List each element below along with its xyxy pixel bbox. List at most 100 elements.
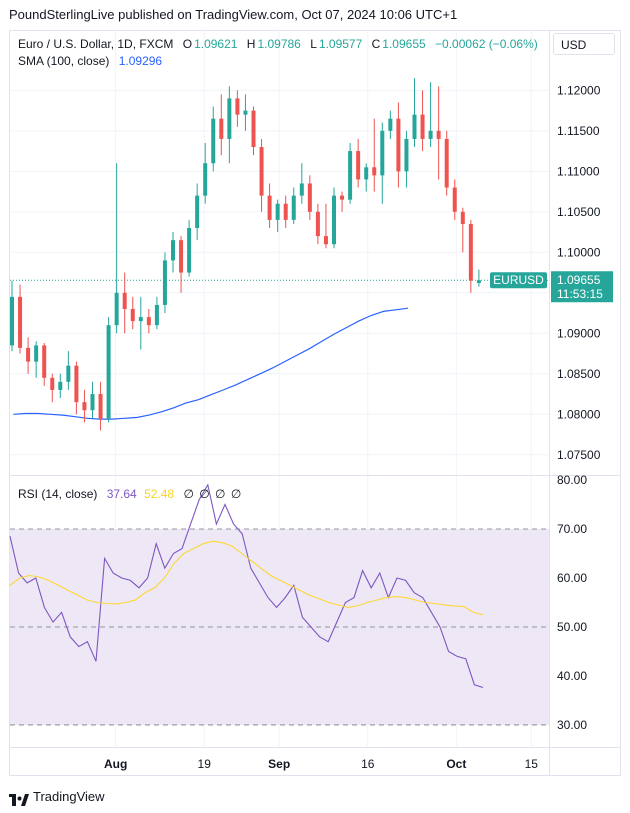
candle-body — [283, 203, 288, 220]
candle — [122, 272, 127, 334]
candle — [187, 219, 192, 277]
currency-button[interactable]: USD — [553, 33, 615, 55]
candle — [34, 341, 39, 378]
candle — [90, 381, 95, 419]
sma-line-group — [13, 307, 409, 420]
candle — [259, 138, 264, 212]
candle — [364, 163, 369, 192]
candle-body — [420, 114, 425, 139]
candle — [307, 175, 312, 220]
candles-group — [10, 78, 481, 431]
candle — [452, 179, 457, 220]
candle-body — [243, 110, 248, 115]
close-value: 1.09655 — [382, 37, 426, 51]
candle-body — [42, 345, 47, 378]
candle-body — [187, 228, 192, 273]
sma-legend: SMA (100, close) 1.09296 — [18, 54, 164, 68]
rsi-empty-1: ∅ — [183, 487, 194, 501]
candle-body — [251, 110, 256, 148]
price-tick-label: 1.11500 — [557, 124, 600, 138]
candle — [211, 106, 216, 172]
time-tick-label: 19 — [198, 757, 212, 771]
candle-body — [114, 292, 119, 326]
candle — [130, 296, 135, 330]
candle-body — [267, 195, 272, 220]
candle-body — [171, 240, 175, 261]
price-tag-countdown: 11:53:15 — [557, 287, 603, 301]
candle — [219, 94, 224, 156]
rsi-empty-2: ∅ — [199, 487, 210, 501]
candle-body — [18, 296, 23, 348]
price-tick-label: 1.10500 — [557, 205, 601, 219]
candle — [243, 94, 248, 131]
rsi-value: 37.64 — [106, 487, 137, 501]
rsi-tick-label: 70.00 — [557, 522, 587, 536]
candle-body — [138, 317, 143, 322]
candle-body — [10, 296, 14, 346]
candle-body — [476, 280, 481, 283]
candle-body — [372, 167, 377, 176]
candle — [251, 106, 256, 156]
change-value: −0.00062 (−0.06%) — [435, 37, 538, 51]
candle — [388, 110, 393, 139]
rsi-tick-label: 30.00 — [557, 718, 587, 732]
candle-body — [291, 195, 296, 220]
sma-value: 1.09296 — [118, 54, 163, 68]
price-tick-label: 1.07500 — [557, 448, 601, 462]
candle-body — [203, 163, 208, 196]
candle — [380, 122, 385, 204]
rsi-ma-value: 52.48 — [144, 487, 175, 501]
price-tick-label: 1.11000 — [557, 164, 600, 178]
footer: TradingView — [9, 786, 105, 808]
time-tick-label: Sep — [268, 757, 290, 771]
candle — [50, 373, 55, 403]
price-tick-label: 1.09000 — [557, 326, 601, 340]
candle — [476, 269, 481, 287]
candle — [171, 232, 175, 273]
candle-body — [154, 304, 159, 326]
candle-body — [460, 211, 465, 224]
price-tick-label: 1.08000 — [557, 407, 601, 421]
candle — [428, 82, 433, 148]
candle — [372, 118, 377, 192]
rsi-label: RSI (14, close) — [18, 487, 98, 501]
candle — [195, 183, 200, 241]
candle-body — [340, 195, 345, 200]
candle — [154, 296, 159, 330]
candle — [98, 381, 103, 431]
open-value: 1.09621 — [194, 37, 238, 51]
close-label: C — [371, 37, 381, 51]
symbol-tag-label: EURUSD — [493, 273, 544, 287]
candle — [404, 130, 409, 188]
rsi-empty-3: ∅ — [215, 487, 226, 501]
candle-body — [348, 151, 353, 200]
candle — [138, 296, 143, 350]
candle-body — [162, 260, 167, 305]
candle-body — [146, 317, 151, 326]
brand-label[interactable]: TradingView — [33, 789, 105, 804]
sma-label: SMA (100, close) — [18, 54, 110, 68]
candle — [396, 102, 401, 188]
candle-body — [195, 195, 200, 229]
candle-body — [130, 308, 135, 322]
candle-body — [275, 203, 280, 220]
candle — [66, 351, 71, 390]
candle-body — [299, 183, 304, 196]
rsi-tick-label: 50.00 — [557, 620, 587, 634]
candle — [323, 203, 328, 249]
candle-body — [452, 187, 457, 212]
symbol-label: Euro / U.S. Dollar, 1D, FXCM — [18, 37, 174, 51]
candle-body — [364, 167, 369, 180]
chart-frame — [9, 30, 621, 776]
candle — [203, 142, 208, 204]
candle-body — [436, 130, 441, 139]
axes-group: 1.075001.080001.085001.090001.095001.100… — [9, 30, 621, 776]
time-tick-label: Aug — [104, 757, 127, 771]
tradingview-logo-icon[interactable] — [9, 791, 29, 806]
candle-body — [315, 211, 320, 237]
candle-body — [90, 394, 95, 411]
candle-body — [34, 345, 39, 362]
